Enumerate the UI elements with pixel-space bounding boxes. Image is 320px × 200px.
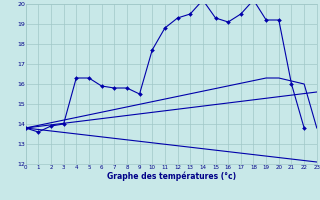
X-axis label: Graphe des températures (°c): Graphe des températures (°c) bbox=[107, 171, 236, 181]
